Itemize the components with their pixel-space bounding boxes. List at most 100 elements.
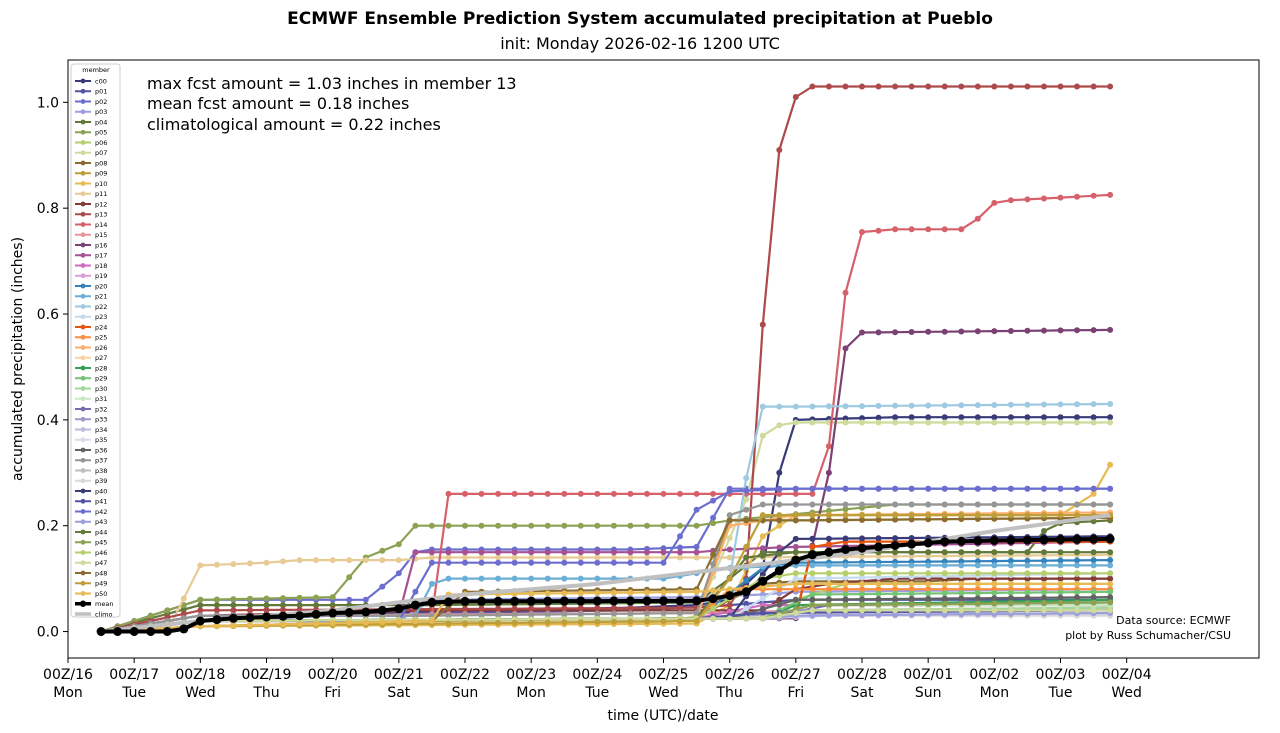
- legend-item-p39: p39: [75, 477, 107, 485]
- data-point-p14: [1090, 192, 1097, 199]
- data-point-mean: [758, 576, 768, 586]
- data-point-p47: [1057, 607, 1064, 614]
- data-point-p36: [875, 596, 882, 603]
- data-point-p13: [1057, 83, 1064, 90]
- data-point-p46: [710, 605, 717, 612]
- data-point-p47: [892, 607, 899, 614]
- data-point-p11: [313, 557, 320, 564]
- chart-title: ECMWF Ensemble Prediction System accumul…: [287, 9, 993, 29]
- data-point-p20: [1107, 557, 1114, 564]
- data-point-p46: [875, 570, 882, 577]
- data-point-p04: [213, 602, 220, 609]
- data-point-p49: [660, 618, 667, 625]
- data-point-p13: [908, 83, 915, 90]
- data-point-p23: [859, 574, 865, 581]
- data-point-p44: [1024, 549, 1031, 556]
- legend-item-p49: p49: [75, 580, 107, 588]
- legend-item-p09: p09: [75, 170, 107, 178]
- data-point-p50: [428, 618, 435, 624]
- data-point-p50: [213, 622, 220, 629]
- data-point-p05: [428, 522, 435, 529]
- data-point-p47: [925, 607, 932, 614]
- data-point-mean: [1006, 535, 1016, 545]
- data-point-p07: [1041, 419, 1047, 426]
- data-point-p05: [594, 522, 601, 529]
- data-point-p13: [644, 605, 650, 611]
- data-point-p13: [809, 83, 816, 90]
- data-point-p42: [1107, 485, 1114, 492]
- data-point-p48: [859, 516, 865, 523]
- legend-swatch-marker: [80, 263, 86, 268]
- data-point-p02: [362, 596, 369, 603]
- legend-label: p23: [95, 313, 107, 321]
- data-point-p14: [644, 490, 650, 497]
- x-tick-label: 00Z/20: [308, 667, 358, 683]
- data-point-p40: [859, 535, 865, 542]
- data-point-p21: [991, 562, 998, 569]
- data-point-p42: [660, 559, 667, 566]
- data-point-p13: [1041, 83, 1047, 90]
- data-point-p04: [180, 606, 187, 613]
- data-point-p13: [528, 605, 535, 612]
- data-point-p46: [1074, 570, 1080, 577]
- data-point-p14: [511, 490, 518, 497]
- data-point-p07: [1057, 419, 1064, 426]
- data-point-p47: [1041, 607, 1047, 614]
- data-point-p43: [809, 612, 816, 619]
- data-point-p40: [842, 535, 849, 542]
- data-point-p07: [1007, 419, 1014, 426]
- data-point-p29: [1090, 589, 1097, 595]
- legend-label: p19: [95, 272, 107, 280]
- data-point-p14: [660, 490, 667, 497]
- data-point-p22: [743, 475, 750, 482]
- data-point-p37: [445, 612, 452, 619]
- legend-swatch-marker: [80, 396, 86, 402]
- data-point-p04: [247, 602, 253, 609]
- data-point-p42: [925, 485, 932, 492]
- data-point-p37: [726, 512, 733, 519]
- data-point-p46: [908, 570, 915, 577]
- data-point-p23: [842, 574, 849, 581]
- data-point-p05: [329, 594, 336, 601]
- data-point-p13: [941, 83, 948, 90]
- legend-swatch-marker: [80, 88, 86, 94]
- data-point-mean: [824, 547, 834, 557]
- data-point-p36: [1057, 594, 1064, 601]
- data-point-p13: [726, 602, 733, 609]
- data-point-p14: [925, 226, 932, 233]
- legend-item-p42: p42: [75, 508, 107, 516]
- data-point-p14: [1107, 191, 1114, 198]
- data-point-p45: [1024, 600, 1031, 607]
- data-point-p22: [792, 403, 799, 410]
- data-point-p48: [792, 517, 799, 524]
- data-point-mean: [659, 596, 668, 606]
- data-point-p04: [313, 602, 320, 609]
- data-point-p36: [792, 596, 799, 603]
- data-point-p16: [974, 328, 981, 335]
- data-point-p36: [1107, 594, 1114, 601]
- data-point-p11: [875, 553, 882, 560]
- data-point-p13: [859, 83, 865, 90]
- data-point-p17: [511, 549, 518, 556]
- data-point-p13: [230, 607, 237, 614]
- data-point-p13: [875, 83, 882, 90]
- legend-item-p03: p03: [75, 108, 107, 116]
- data-point-p14: [892, 226, 899, 233]
- legend-item-p28: p28: [75, 364, 107, 372]
- data-point-p42: [677, 533, 683, 540]
- data-point-p50: [726, 586, 733, 593]
- legend-label: mean: [95, 600, 113, 608]
- data-point-p05: [395, 541, 402, 548]
- data-point-p11: [230, 561, 237, 568]
- data-point-p36: [958, 595, 965, 602]
- legend-swatch-marker: [80, 99, 86, 104]
- data-point-p11: [892, 553, 899, 560]
- data-point-p13: [1107, 83, 1114, 90]
- data-point-p11: [197, 562, 204, 569]
- data-point-mean: [1072, 534, 1082, 544]
- data-point-c00: [1107, 414, 1114, 421]
- data-point-p45: [958, 600, 965, 607]
- data-point-p11: [462, 554, 468, 561]
- data-point-mean: [708, 594, 718, 604]
- data-point-p44: [892, 549, 899, 556]
